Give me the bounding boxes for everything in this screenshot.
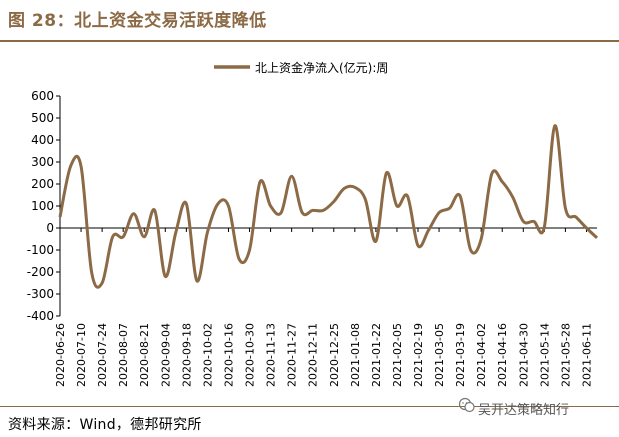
x-tick-label: 2020-08-07 <box>117 323 130 387</box>
wechat-icon <box>458 397 475 413</box>
x-tick-label: 2020-11-27 <box>286 323 299 387</box>
y-tick-label: 400 <box>31 133 54 147</box>
title-divider <box>0 40 619 42</box>
chart-legend: 北上资金净流入(亿元):周 <box>214 60 388 75</box>
x-tick-label: 2020-12-11 <box>307 323 320 387</box>
series-line-northbound-flow <box>58 124 599 289</box>
x-tick-label: 2021-03-05 <box>433 323 446 387</box>
y-axis-ticks: 600 500 400 300 200 100 0 -100 -200 -300 -400 <box>27 89 60 323</box>
x-tick-label: 2020-10-30 <box>244 323 257 387</box>
watermark-text: 吴开达策略知行 <box>478 403 570 418</box>
x-tick-label: 2020-10-16 <box>222 323 235 387</box>
y-tick-label: -200 <box>27 265 54 279</box>
x-tick-label: 2021-01-22 <box>370 323 383 387</box>
y-tick-label: -400 <box>27 309 54 323</box>
y-tick-label: 200 <box>31 177 54 191</box>
y-tick-label: 0 <box>46 221 54 235</box>
y-tick-label: 300 <box>31 155 54 169</box>
figure-title: 图 28：北上资金交易活跃度降低 <box>8 11 267 31</box>
x-tick-label: 2021-05-28 <box>559 323 572 387</box>
chart-series <box>58 124 599 289</box>
x-tick-label: 2020-12-25 <box>328 323 341 387</box>
x-axis-ticks: 2020-06-26 2020-07-10 2020-07-24 2020-08-07… <box>54 228 593 387</box>
x-tick-label: 2020-07-24 <box>96 323 109 387</box>
y-tick-label: 600 <box>31 89 54 103</box>
x-tick-label: 2021-04-30 <box>517 323 530 387</box>
x-tick-label: 2020-08-21 <box>138 323 151 387</box>
y-tick-label: -300 <box>27 287 54 301</box>
source-note: 资料来源：Wind，德邦研究所 <box>8 417 202 433</box>
x-tick-label: 2021-02-05 <box>391 323 404 387</box>
x-tick-label: 2021-01-08 <box>349 323 362 387</box>
x-tick-label: 2021-02-19 <box>412 323 425 387</box>
y-tick-label: 100 <box>31 199 54 213</box>
x-tick-label: 2021-06-11 <box>580 323 593 387</box>
legend-label: 北上资金净流入(亿元):周 <box>255 60 388 75</box>
x-tick-label: 2020-09-04 <box>159 323 172 387</box>
footer-divider <box>0 406 619 407</box>
x-tick-label: 2021-05-14 <box>538 323 551 387</box>
y-tick-label: -100 <box>27 243 54 257</box>
x-tick-label: 2020-10-02 <box>201 323 214 387</box>
x-tick-label: 2021-04-16 <box>496 323 509 387</box>
x-tick-label: 2021-03-19 <box>454 323 467 387</box>
x-tick-label: 2020-07-10 <box>75 323 88 387</box>
y-tick-label: 500 <box>31 111 54 125</box>
x-tick-label: 2020-09-18 <box>180 323 193 387</box>
x-tick-label: 2020-06-26 <box>54 323 67 387</box>
x-tick-label: 2020-11-13 <box>265 323 278 387</box>
x-tick-label: 2021-04-02 <box>475 323 488 387</box>
